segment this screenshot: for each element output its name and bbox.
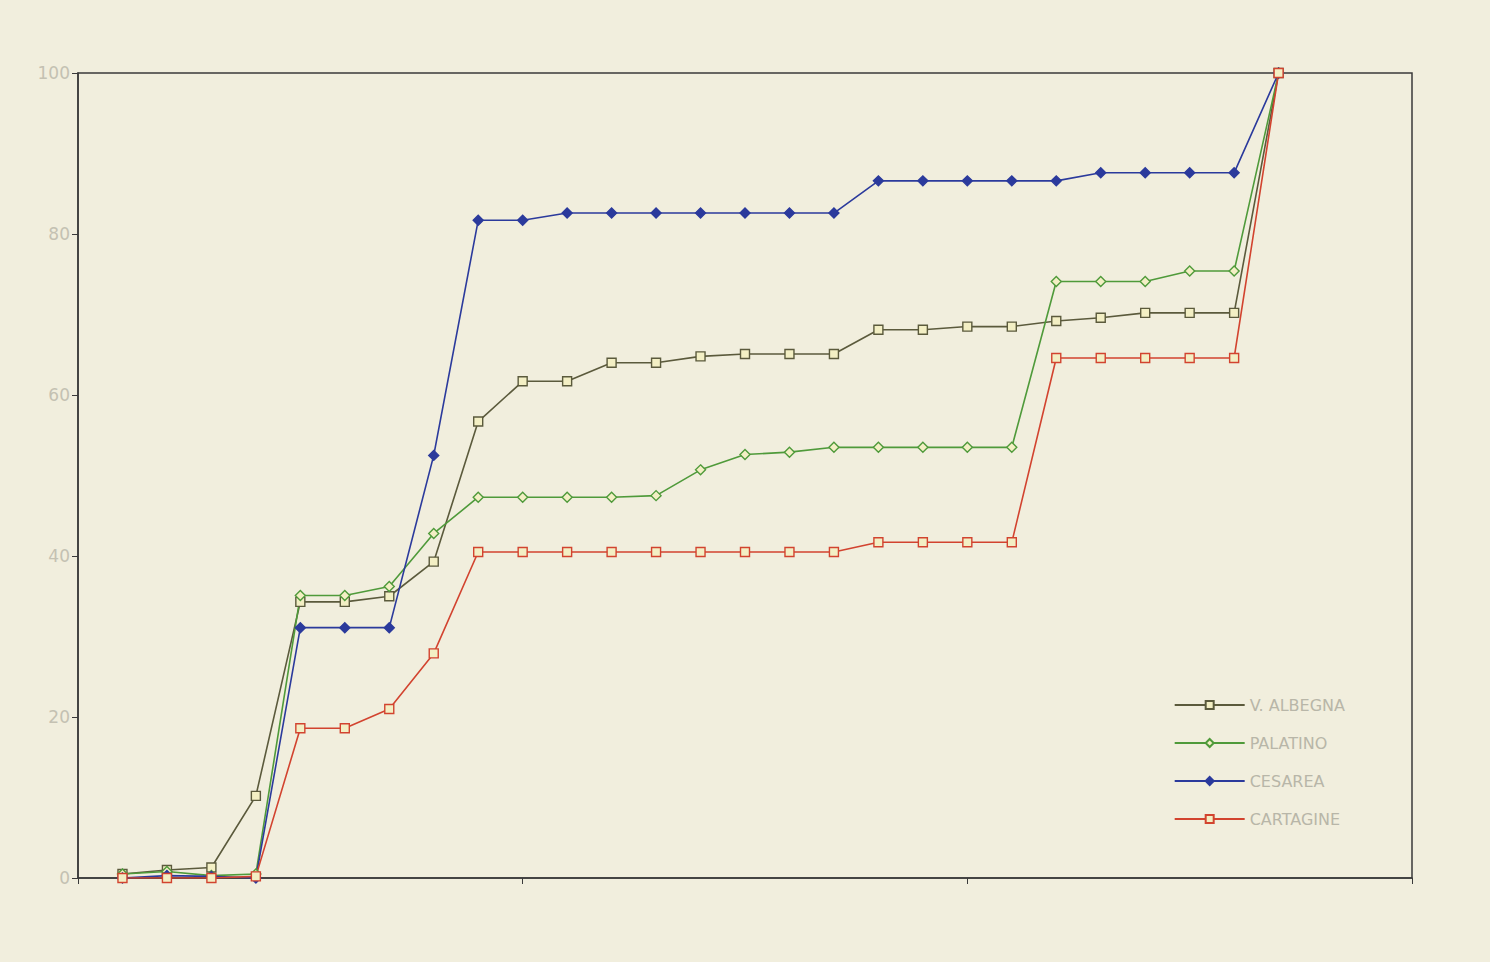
svg-text:0: 0 xyxy=(59,868,70,888)
svg-text:80: 80 xyxy=(48,224,70,244)
svg-text:40: 40 xyxy=(48,546,70,566)
svg-text:CESAREA: CESAREA xyxy=(1250,772,1325,791)
svg-text:PALATINO: PALATINO xyxy=(1250,734,1328,753)
svg-text:60: 60 xyxy=(48,385,70,405)
svg-text:V. ALBEGNA: V. ALBEGNA xyxy=(1250,696,1345,715)
svg-text:CARTAGINE: CARTAGINE xyxy=(1250,810,1340,829)
svg-text:20: 20 xyxy=(48,707,70,727)
svg-text:100: 100 xyxy=(38,63,70,83)
